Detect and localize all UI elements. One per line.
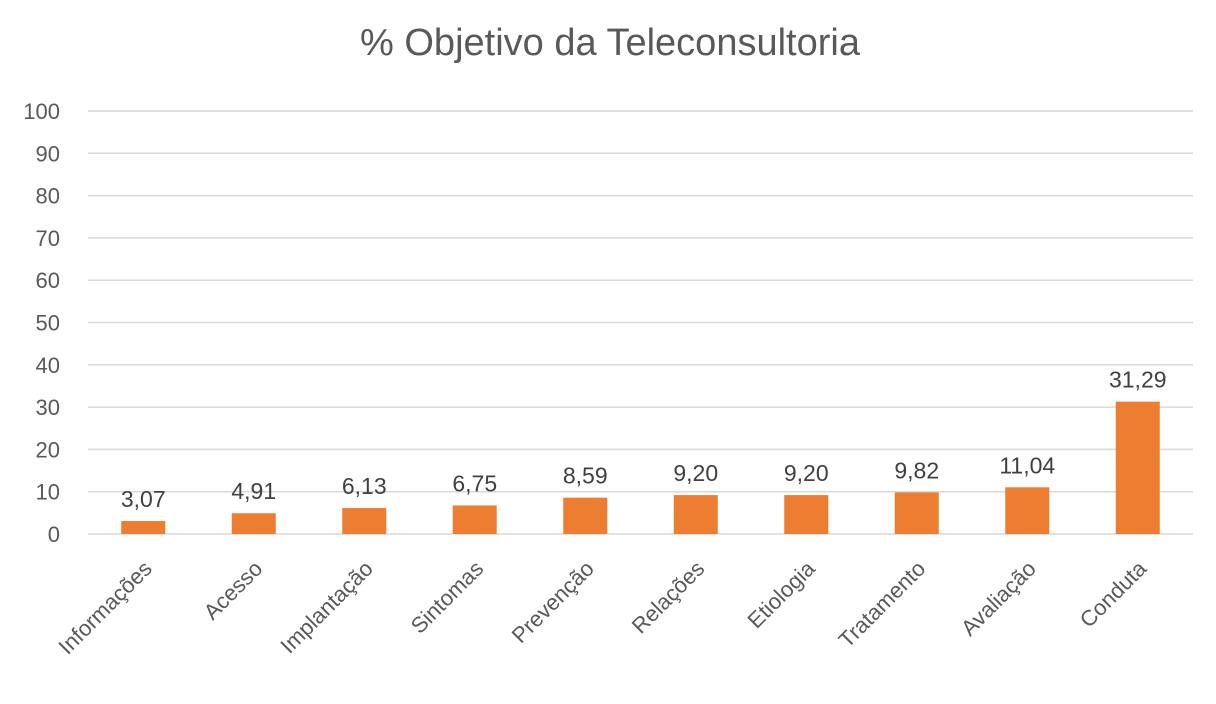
data-label: 3,07	[121, 486, 166, 512]
bar-4	[563, 497, 608, 534]
data-label: 6,13	[342, 473, 387, 499]
gridlines	[88, 110, 1193, 535]
bar-8	[1005, 487, 1050, 534]
data-labels: 3,07 4,91 6,13 6,75 8,59 9,20 9,20 9,82 11,04 31,…	[121, 367, 1167, 512]
bar-3	[452, 505, 497, 534]
chart-title: % Objetivo da Teleconsultoria	[360, 22, 861, 64]
data-label: 6,75	[452, 470, 497, 496]
y-tick-label: 100	[23, 99, 60, 124]
y-tick-label: 90	[36, 141, 60, 166]
data-label: 31,29	[1109, 367, 1167, 393]
x-tick-label: Avaliação	[956, 556, 1041, 641]
x-tick-label: Prevenção	[507, 556, 599, 648]
y-tick-label: 70	[36, 226, 60, 251]
bars	[121, 401, 1160, 534]
y-tick-label: 20	[36, 437, 60, 462]
bar-2	[342, 508, 387, 534]
bar-9	[1115, 401, 1160, 534]
y-tick-label: 80	[36, 184, 60, 209]
y-tick-label: 0	[48, 522, 60, 547]
x-tick-label: Conduta	[1075, 555, 1152, 632]
data-label: 9,20	[784, 460, 829, 486]
x-axis-ticks: Informações Acesso Implantação Sintomas Prev…	[54, 555, 1152, 659]
bar-6	[784, 495, 829, 534]
y-tick-label: 60	[36, 268, 60, 293]
x-tick-label: Acesso	[199, 556, 268, 625]
data-label: 9,82	[894, 457, 939, 483]
data-label: 11,04	[999, 452, 1055, 478]
data-label: 9,20	[673, 460, 718, 486]
y-tick-label: 50	[36, 311, 60, 336]
x-tick-label: Sintomas	[406, 556, 489, 639]
y-tick-label: 10	[36, 480, 60, 505]
y-tick-label: 30	[36, 395, 60, 420]
y-tick-label: 40	[36, 353, 60, 378]
x-tick-label: Informações	[54, 556, 157, 659]
bar-0	[121, 521, 166, 534]
x-tick-label: Implantação	[275, 556, 377, 658]
data-label: 8,59	[563, 463, 608, 489]
x-tick-label: Etiologia	[742, 555, 820, 633]
bar-7	[894, 492, 939, 534]
x-tick-label: Tratamento	[834, 556, 931, 653]
x-tick-label: Relações	[627, 556, 710, 639]
y-axis-ticks: 0 10 20 30 40 50 60 70 80 90 100	[23, 99, 60, 547]
bar-5	[673, 495, 718, 534]
data-label: 4,91	[231, 478, 276, 504]
bar-1	[231, 513, 276, 534]
